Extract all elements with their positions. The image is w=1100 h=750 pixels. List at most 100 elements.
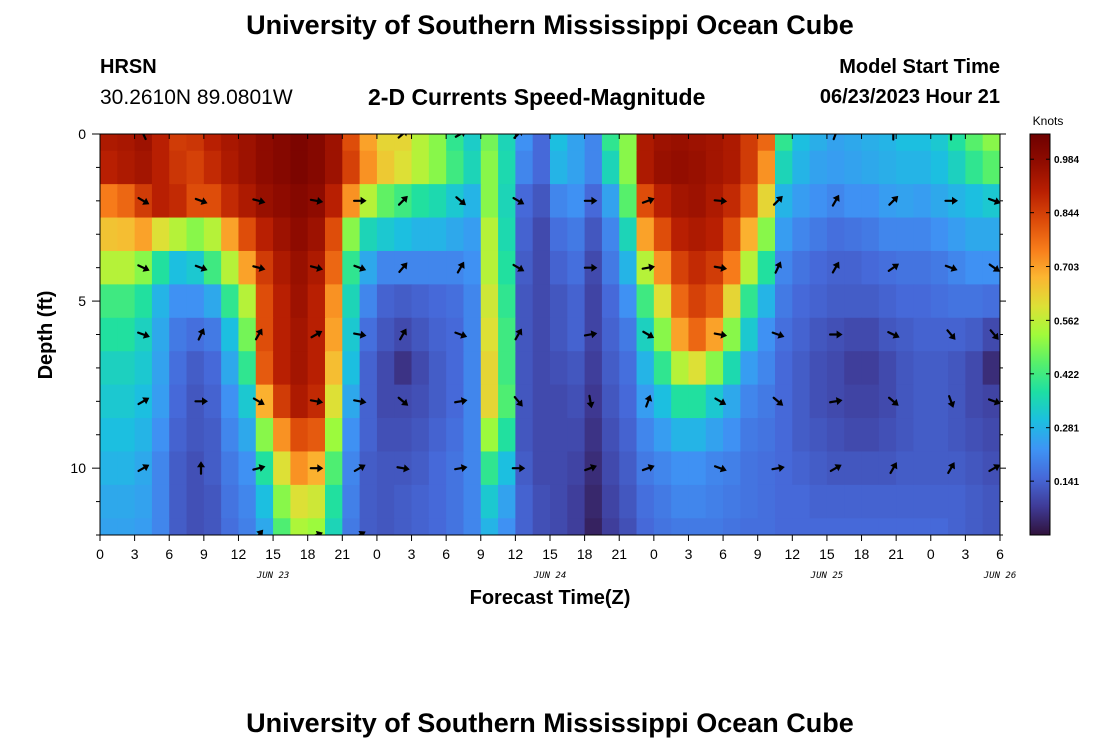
heatmap-cell: [411, 217, 430, 252]
heatmap-cell: [515, 150, 534, 185]
heatmap-cell: [342, 451, 361, 486]
heatmap-cell: [376, 351, 395, 386]
heatmap-cell: [809, 217, 828, 252]
current-arrow: [989, 329, 999, 340]
heatmap-cell: [567, 484, 586, 519]
heatmap-cell: [775, 351, 793, 386]
x-tick-label: 6: [442, 546, 450, 562]
heatmap-cell: [325, 451, 343, 486]
heatmap-cell: [203, 351, 222, 386]
heatmap-cell: [809, 518, 828, 535]
heatmap-cell: [775, 317, 793, 352]
current-arrow: [831, 261, 840, 274]
heatmap-cell: [688, 484, 707, 519]
heatmap-cell: [878, 217, 897, 252]
heatmap-cell: [446, 518, 465, 535]
heatmap-cell: [255, 134, 274, 152]
heatmap-cell: [342, 134, 361, 152]
heatmap-cell: [757, 451, 776, 486]
heatmap-cell: [688, 518, 707, 535]
heatmap-cell: [446, 150, 465, 185]
heatmap-cell: [775, 451, 793, 486]
heatmap-cell: [100, 217, 118, 252]
heatmap-cell: [619, 317, 638, 352]
heatmap-cell: [100, 518, 118, 535]
x-tick-label: 0: [650, 546, 658, 562]
heatmap-cell: [498, 184, 516, 219]
heatmap-cell: [826, 284, 845, 319]
heatmap-cell: [273, 317, 291, 352]
heatmap-cell: [844, 384, 863, 419]
heatmap-cell: [653, 418, 672, 453]
heatmap-cell: [498, 351, 516, 386]
heatmap-cell: [169, 217, 188, 252]
heatmap-cell: [861, 518, 880, 535]
heatmap-cell: [723, 418, 741, 453]
heatmap-cell: [878, 418, 897, 453]
heatmap-cell: [100, 384, 118, 419]
heatmap-cell: [463, 284, 482, 319]
heatmap-cell: [290, 284, 309, 319]
x-date-label: JUN 23: [256, 571, 290, 581]
heatmap-cell: [550, 484, 568, 519]
heatmap-cell: [203, 150, 222, 185]
heatmap-cell: [740, 351, 759, 386]
heatmap-cell: [878, 317, 897, 352]
current-arrow: [584, 464, 597, 472]
heatmap-cell: [325, 384, 343, 419]
heatmap-cell: [671, 518, 690, 535]
heatmap-cell: [844, 217, 863, 252]
heatmap-cell: [757, 184, 776, 219]
heatmap-cell: [550, 351, 568, 386]
current-arrow: [455, 196, 466, 206]
current-arrow: [771, 331, 785, 339]
heatmap-cell: [532, 384, 551, 419]
current-arrows: [137, 134, 1000, 535]
current-arrow: [197, 461, 205, 475]
heatmap-cell: [515, 217, 534, 252]
heatmap-cell: [290, 250, 309, 285]
heatmap-cell: [740, 284, 759, 319]
current-arrow: [512, 196, 525, 205]
heatmap-cell: [325, 484, 343, 519]
current-arrow: [641, 464, 655, 472]
heatmap-cell: [203, 451, 222, 486]
current-arrow: [772, 396, 784, 406]
heatmap-cell: [307, 284, 326, 319]
heatmap-cell: [896, 134, 915, 152]
heatmap-cell: [411, 284, 430, 319]
current-arrow: [887, 331, 900, 339]
heatmap-cells: [100, 134, 1000, 535]
heatmap-cell: [601, 484, 620, 519]
current-arrow: [194, 264, 208, 272]
heatmap-cell: [221, 250, 240, 285]
heatmap-cell: [653, 134, 672, 152]
heatmap-cell: [394, 484, 413, 519]
heatmap-cell: [826, 134, 845, 152]
heatmap-cell: [515, 351, 534, 386]
heatmap-cell: [567, 351, 586, 386]
heatmap-cell: [273, 284, 291, 319]
heatmap-cell: [982, 451, 1000, 486]
current-arrow: [353, 330, 367, 339]
heatmap-cell: [601, 284, 620, 319]
current-arrow: [397, 195, 408, 206]
heatmap-cell: [325, 217, 343, 252]
colorbar-tick-label: 0.703: [1054, 263, 1079, 274]
heatmap-cell: [878, 451, 897, 486]
station-name: HRSN: [100, 56, 157, 78]
heatmap-cell: [480, 418, 499, 453]
heatmap-cell: [359, 150, 378, 185]
heatmap-cell: [498, 150, 516, 185]
heatmap-cell: [221, 134, 240, 152]
heatmap-cell: [705, 317, 724, 352]
heatmap-cell: [671, 184, 690, 219]
heatmap-cell: [376, 250, 395, 285]
current-arrow: [454, 134, 467, 138]
heatmap-cell: [515, 184, 534, 219]
heatmap-cell: [342, 384, 361, 419]
heatmap-cell: [307, 484, 326, 519]
heatmap-cell: [723, 150, 741, 185]
x-axis-title: Forecast Time(Z): [470, 587, 631, 609]
heatmap-cell: [671, 351, 690, 386]
